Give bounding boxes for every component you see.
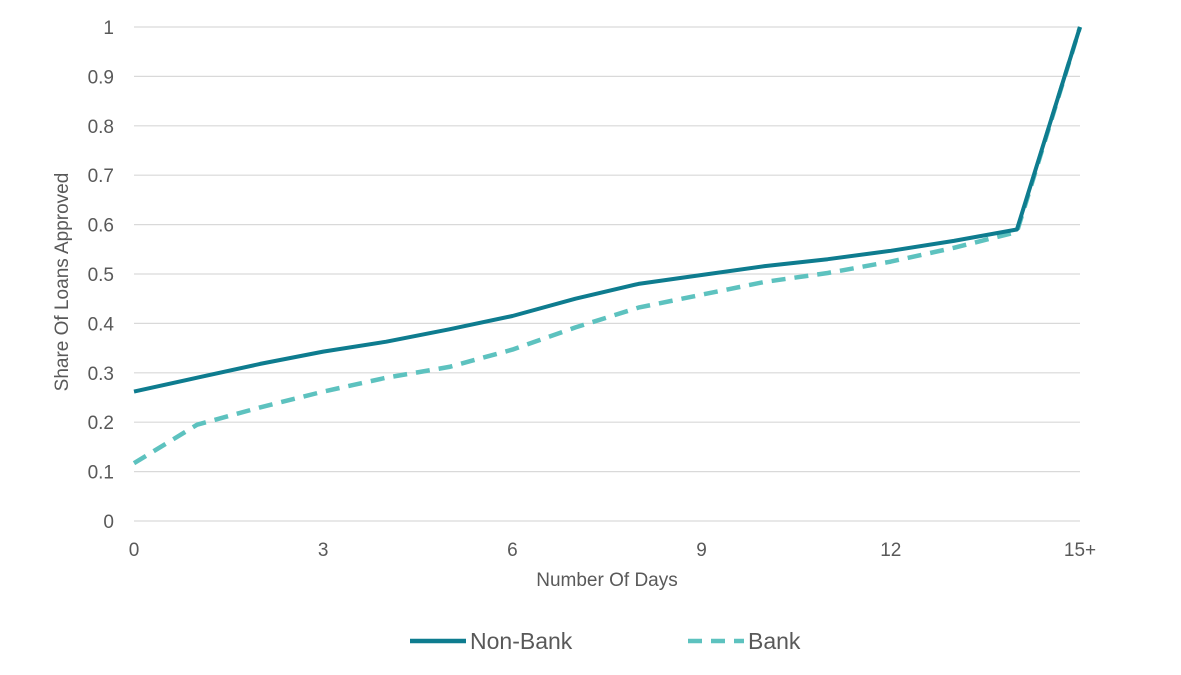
y-tick-label: 0.3 (88, 364, 114, 385)
y-tick-label: 0.5 (88, 265, 114, 286)
y-tick-label: 0 (103, 512, 114, 533)
y-tick-label: 0.8 (88, 117, 114, 138)
y-axis-title: Share Of Loans Approved (52, 173, 73, 392)
y-tick-label: 1 (103, 18, 114, 39)
series-line-bank (132, 26, 1083, 466)
x-axis-title: Number Of Days (536, 570, 677, 591)
x-axis-ticks: 0 3 6 9 12 15+ (129, 540, 1096, 561)
gridlines (134, 26, 1080, 522)
x-tick-label: 3 (318, 540, 329, 561)
y-tick-label: 0.7 (88, 166, 114, 187)
series-line-non-bank (133, 26, 1082, 394)
y-tick-label: 0.6 (88, 216, 114, 237)
x-tick-label: 9 (696, 540, 707, 561)
x-tick-label: 6 (507, 540, 518, 561)
y-tick-label: 0.1 (88, 463, 114, 484)
y-tick-label: 0.9 (88, 67, 114, 88)
series-lines (132, 26, 1083, 466)
y-tick-label: 0.2 (88, 413, 114, 434)
x-tick-label: 0 (129, 540, 140, 561)
y-tick-label: 0.4 (88, 314, 115, 335)
y-axis-ticks: 0 0.1 0.2 0.3 0.4 0.5 0.6 0.7 0.8 0.9 1 (88, 18, 115, 533)
legend-label: Non-Bank (470, 628, 573, 654)
x-tick-label: 15+ (1064, 540, 1096, 561)
legend: Non-Bank Bank (410, 628, 801, 654)
x-tick-label: 12 (880, 540, 901, 561)
legend-label: Bank (748, 628, 801, 654)
